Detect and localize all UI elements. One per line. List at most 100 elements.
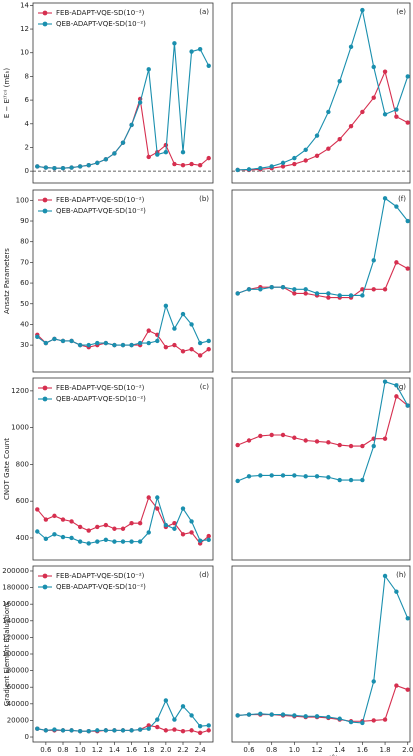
data-point: [371, 287, 376, 292]
data-point: [112, 151, 117, 156]
data-point: [246, 167, 252, 172]
data-point: [258, 165, 263, 171]
data-point: [405, 403, 410, 408]
data-point: [280, 285, 286, 290]
data-point: [348, 293, 354, 298]
data-point: [60, 728, 66, 733]
data-point: [382, 717, 388, 722]
y-tick-label: 30: [20, 341, 29, 349]
panel-label: (a): [199, 8, 209, 16]
x-tick-label: 0.6: [40, 746, 52, 754]
data-point: [235, 291, 240, 296]
data-point: [180, 532, 186, 537]
data-point: [69, 535, 74, 541]
data-point: [163, 303, 169, 309]
data-point: [86, 342, 91, 348]
data-point: [371, 95, 376, 100]
plot-frame: [32, 2, 214, 184]
data-point: [180, 729, 186, 734]
x-tick-label: 2.0: [402, 746, 413, 754]
data-point: [326, 475, 331, 480]
data-point: [60, 534, 66, 540]
data-point: [371, 679, 376, 684]
data-point: [269, 432, 274, 438]
data-point: [146, 340, 151, 346]
y-axis-label: CNOT Gate Count: [3, 438, 11, 500]
legend-label: QEB-ADAPT-VQE-SD(10⁻²): [56, 583, 146, 591]
data-point: [189, 728, 194, 733]
data-point: [292, 291, 297, 296]
data-point: [382, 573, 388, 579]
plot-frame: [32, 189, 214, 373]
y-tick-label: 120000: [2, 633, 29, 641]
data-point: [394, 260, 399, 265]
data-point: [146, 530, 151, 535]
data-point: [197, 724, 203, 729]
data-point: [371, 64, 376, 70]
data-point: [95, 160, 100, 166]
data-point: [86, 729, 91, 734]
data-point: [120, 526, 126, 531]
legend-label: QEB-ADAPT-VQE-SD(10⁻²): [56, 20, 146, 28]
data-point: [60, 517, 66, 522]
y-tick-label: 50: [20, 300, 29, 308]
data-point: [326, 714, 331, 720]
data-point: [326, 295, 331, 300]
data-point: [172, 342, 177, 348]
data-point: [155, 152, 160, 157]
data-point: [129, 728, 134, 733]
series-line: [237, 380, 409, 482]
data-point: [43, 728, 49, 733]
y-tick-label: 100000: [2, 650, 29, 658]
data-point: [77, 729, 83, 734]
legend-marker: [42, 10, 48, 16]
data-point: [405, 687, 410, 692]
data-point: [360, 720, 365, 726]
data-point: [180, 150, 186, 155]
data-point: [314, 291, 320, 296]
data-point: [326, 109, 331, 115]
x-tick-label: 2.2: [177, 746, 188, 754]
data-point: [382, 287, 388, 292]
data-point: [269, 285, 274, 290]
data-point: [120, 140, 126, 145]
data-point: [189, 530, 194, 535]
data-point: [120, 539, 126, 544]
data-point: [371, 258, 376, 263]
data-point: [95, 524, 100, 530]
data-point: [360, 293, 365, 298]
data-point: [348, 123, 354, 129]
data-point: [120, 728, 126, 733]
data-point: [303, 287, 308, 292]
data-point: [137, 727, 143, 732]
panel-label: (h): [396, 571, 406, 579]
legend-label: QEB-ADAPT-VQE-SD(10⁻²): [56, 395, 146, 403]
x-tick-label: 1.4: [334, 746, 346, 754]
data-point: [337, 136, 342, 142]
data-point: [292, 287, 297, 292]
data-point: [246, 474, 252, 479]
y-tick-label: 12: [20, 25, 29, 33]
data-point: [337, 477, 342, 483]
data-point: [189, 347, 194, 352]
data-point: [206, 723, 211, 728]
y-axis-label: E − E⁽ᶠᶜᴵ⁾ (mEₕ): [3, 68, 11, 119]
data-point: [35, 507, 40, 512]
data-point: [35, 529, 40, 534]
data-point: [52, 513, 57, 519]
y-tick-label: 100: [16, 196, 29, 204]
data-point: [394, 394, 399, 399]
data-point: [314, 133, 320, 138]
data-point: [206, 728, 211, 733]
data-point: [146, 723, 151, 728]
data-point: [292, 435, 297, 440]
data-point: [280, 473, 286, 478]
data-point: [129, 122, 134, 128]
y-tick-label: 1000: [11, 424, 29, 432]
y-tick-label: 80000: [7, 667, 29, 675]
y-tick-label: 0: [25, 167, 29, 175]
data-point: [77, 539, 83, 544]
data-point: [43, 340, 49, 346]
data-point: [292, 713, 297, 718]
panel-label: (d): [199, 571, 209, 579]
